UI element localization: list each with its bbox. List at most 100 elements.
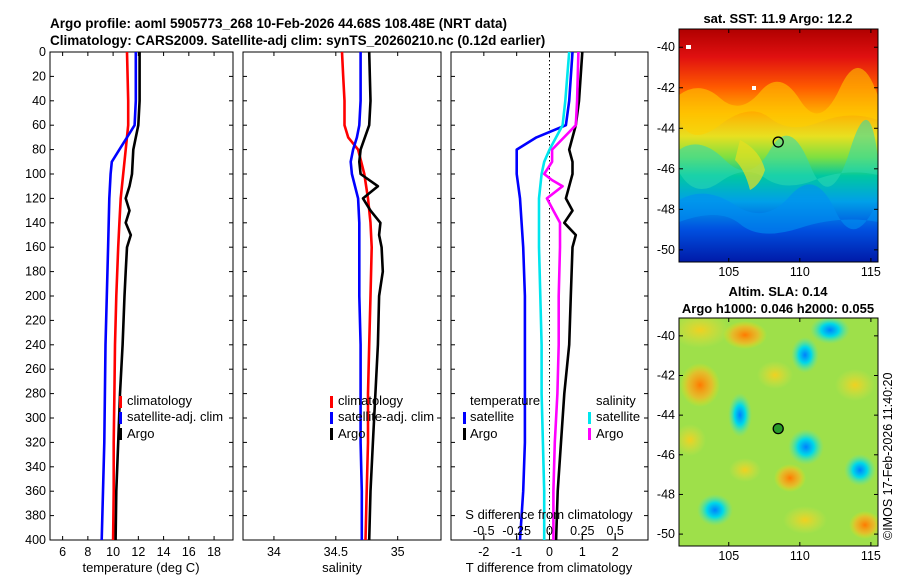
map-y-tick-label: -46: [657, 162, 675, 176]
temperature-lines: [100, 51, 141, 541]
legend-heading-temperature: temperature: [470, 393, 540, 408]
depth-tick-label: 260: [25, 362, 46, 376]
sla-map-ticks: 105 110 115 -40 -42 -44 -46 -48 -50: [657, 318, 881, 563]
s-difference-label: S difference from climatology: [465, 507, 633, 522]
x-tick-label: 18: [207, 545, 221, 559]
depth-ticks: 0 20 40 60 80 100 120 140 160 180 200 220 240 260 280 3…: [25, 45, 233, 547]
s-tick-label: -0.25: [502, 524, 531, 538]
temperature-x-ticks: 6 8 10 12 14 16 18: [59, 52, 221, 559]
sla-cyan-blob: [788, 429, 824, 465]
x-tick-label: -1: [511, 545, 522, 559]
x-tick-label: 16: [182, 545, 196, 559]
t-diff-satellite-line: [515, 51, 574, 541]
depth-tick-label: 380: [25, 509, 46, 523]
diff-legend-swatch-s-argo: [588, 428, 591, 440]
diff-legend-swatch-s-satellite: [588, 412, 591, 424]
depth-tick-label: 40: [32, 94, 46, 108]
depth-tick-label: 20: [32, 69, 46, 83]
sla-map-frame: [678, 317, 879, 547]
sal-legend-swatch-argo: [330, 428, 333, 440]
sla-cyan-blob: [810, 318, 850, 344]
depth-tick-label: 360: [25, 484, 46, 498]
x-tick-label: 8: [84, 545, 91, 559]
sla-argo-location-marker: [772, 422, 784, 435]
title-line-2: Climatology: CARS2009. Satellite-adj cli…: [50, 33, 545, 48]
temp-satellite-line: [100, 52, 138, 541]
salinity-legend: climatology satellite-adj. clim Argo: [330, 393, 434, 441]
sla-yellow-blob: [679, 318, 730, 348]
diff-legend-label-s-argo: Argo: [596, 426, 623, 441]
map-y-tick-label: -44: [657, 408, 675, 422]
sla-orange-blob: [723, 321, 767, 349]
diff-legend-label-s-satellite: satellite: [596, 409, 640, 424]
difference-panel: -2 -1 0 1 2 -0.5 -0.25 0 0.25 0.5 S difference f…: [450, 51, 649, 575]
legend-swatch-climatology: [119, 396, 122, 408]
legend-label-satellite-adj: satellite-adj. clim: [127, 409, 223, 424]
imos-timestamp: ©IMOS 17-Feb-2026 11:40:20: [881, 373, 895, 540]
depth-tick-label: 160: [25, 240, 46, 254]
temperature-panel: 0 20 40 60 80 100 120 140 160 180 200 220 240 260 280 3…: [25, 45, 234, 575]
map-y-tick-label: -40: [657, 329, 675, 343]
x-tick-label: 0: [546, 545, 553, 559]
sla-map-title-1: Altim. SLA: 0.14: [729, 284, 829, 299]
map-y-tick-label: -50: [657, 527, 675, 541]
map-y-tick-label: -50: [657, 243, 675, 257]
s-tick-label: 0.25: [570, 524, 594, 538]
x-tick-label: 2: [612, 545, 619, 559]
sla-yellow-blob: [783, 506, 827, 534]
x-tick-label: -2: [478, 545, 489, 559]
difference-s-ticks: -0.5 -0.25 0 0.25 0.5: [473, 524, 624, 540]
depth-tick-label: 340: [25, 460, 46, 474]
sla-map: Altim. SLA: 0.14 Argo h1000: 0.046 h2000…: [657, 284, 881, 563]
s-tick-label: 0.5: [606, 524, 623, 538]
legend-label-argo: Argo: [127, 426, 154, 441]
legend-label-climatology: climatology: [127, 393, 193, 408]
map-y-tick-label: -40: [657, 40, 675, 54]
sla-yellow-blob: [679, 424, 706, 456]
sal-satellite-line: [349, 52, 364, 540]
depth-tick-label: 240: [25, 338, 46, 352]
map-y-tick-label: -42: [657, 368, 675, 382]
map-y-tick-label: -48: [657, 202, 675, 216]
legend-swatch-satellite-adj: [119, 412, 122, 424]
map-x-tick-label: 115: [861, 265, 881, 279]
temp-climatology-line: [111, 51, 130, 541]
t-difference-label: T difference from climatology: [466, 560, 633, 575]
sla-yellow-blob: [757, 361, 793, 389]
legend-heading-salinity: salinity: [596, 393, 636, 408]
depth-tick-label: 200: [25, 289, 46, 303]
sst-warm-tongue: [735, 140, 765, 190]
temperature-x-label: temperature (deg C): [82, 560, 199, 575]
diff-legend-swatch-t-argo: [463, 428, 466, 440]
sst-nodata-pixel: [752, 86, 756, 90]
x-tick-label: 10: [106, 545, 120, 559]
diff-legend-label-t-argo: Argo: [470, 426, 497, 441]
sst-nodata-pixel: [686, 45, 691, 49]
sst-map-ticks: 105 110 115 -40 -42 -44 -46 -48 -50: [657, 29, 881, 279]
map-x-tick-label: 105: [718, 265, 739, 279]
map-x-tick-label: 110: [790, 265, 810, 279]
map-x-tick-label: 115: [861, 549, 881, 563]
sal-legend-label-climatology: climatology: [338, 393, 404, 408]
legend-swatch-argo: [119, 428, 122, 440]
temperature-axes-box: [49, 51, 234, 541]
sal-legend-swatch-satellite-adj: [330, 412, 333, 424]
s-diff-argo-line: [542, 51, 580, 540]
depth-tick-label: 120: [25, 191, 46, 205]
map-x-tick-label: 105: [718, 549, 739, 563]
difference-depth-ticks: [451, 51, 648, 541]
depth-tick-label: 400: [25, 533, 46, 547]
salinity-lines: [340, 51, 385, 541]
sla-cyan-blob: [728, 393, 752, 437]
sst-map: sat. SST: 11.9 Argo: 12.2 105 110 115 -40 -4…: [657, 11, 881, 279]
salinity-x-ticks: 34 34.5 35: [267, 52, 405, 559]
map-y-tick-label: -48: [657, 487, 675, 501]
difference-lines: [515, 51, 584, 541]
salinity-x-label: salinity: [322, 560, 362, 575]
title-line-1: Argo profile: aoml 5905773_268 10-Feb-20…: [50, 16, 507, 31]
x-tick-label: 34.5: [324, 545, 348, 559]
sst-warm-band: [679, 67, 878, 135]
diff-legend-swatch-t-satellite: [463, 412, 466, 424]
depth-tick-label: 140: [25, 216, 46, 230]
sla-cyan-blob: [791, 337, 819, 373]
